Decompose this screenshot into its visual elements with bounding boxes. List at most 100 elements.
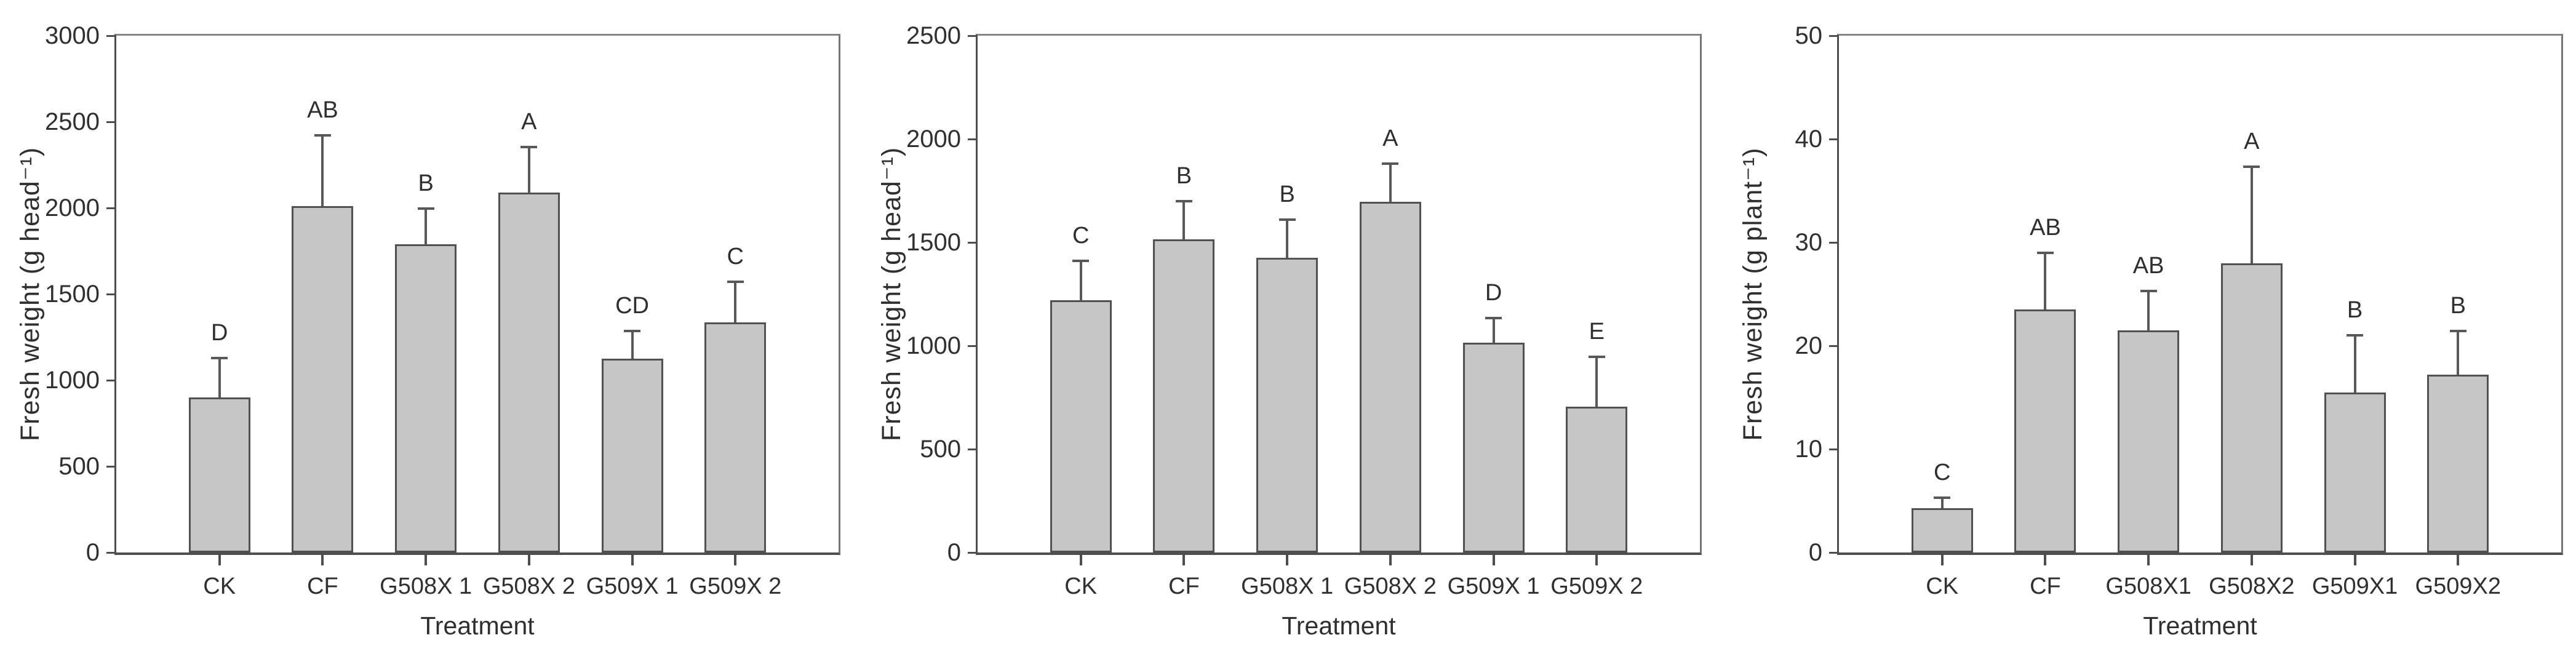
x-tick-mark (1389, 552, 1392, 565)
significance-letter: B (1176, 162, 1192, 189)
error-bar-line (218, 357, 221, 397)
x-tick-mark (2147, 552, 2150, 565)
x-tick-label: G508X 2 (482, 573, 575, 599)
significance-letter: AB (2132, 252, 2164, 279)
bar (601, 359, 663, 552)
error-bar-cap (1588, 356, 1605, 359)
error-bar-cap (2140, 289, 2157, 292)
y-tick-label: 10 (1795, 436, 1823, 463)
error-bar-cap (624, 330, 641, 333)
y-tick-mark (106, 121, 116, 123)
significance-letter: A (1382, 126, 1398, 152)
x-tick-mark (1940, 552, 1944, 565)
bar (704, 322, 767, 552)
significance-letter: A (521, 108, 537, 135)
significance-letter: B (2347, 297, 2363, 324)
y-tick-label: 1500 (906, 229, 961, 256)
bar (2118, 330, 2180, 552)
significance-letter: A (2244, 129, 2260, 155)
bar (1153, 239, 1215, 552)
y-tick-mark (106, 293, 116, 295)
bar (1359, 202, 1421, 552)
y-tick-label: 0 (86, 539, 100, 566)
y-tick-mark (106, 551, 116, 554)
significance-letter: B (2450, 293, 2466, 319)
x-tick-mark (734, 552, 737, 565)
bar (2324, 392, 2386, 552)
y-tick-mark (106, 379, 116, 381)
x-tick-mark (2044, 552, 2047, 565)
significance-letter: B (418, 170, 434, 197)
x-tick-label: G509X 2 (1550, 573, 1643, 599)
y-tick-label: 3000 (45, 22, 100, 49)
x-tick-label: G509X 1 (586, 573, 679, 599)
x-tick-mark (1595, 552, 1598, 565)
error-bar-line (1389, 164, 1392, 202)
y-tick-label: 2500 (906, 22, 961, 49)
error-bar-line (1182, 201, 1186, 239)
plot-area: Fresh weight (g head⁻¹) Treatment 0 500 10… (877, 23, 1702, 640)
y-tick-label: 40 (1795, 126, 1823, 153)
x-tick-mark (2457, 552, 2460, 565)
significance-letter: C (1933, 459, 1951, 485)
y-tick-mark (968, 551, 978, 554)
x-tick-mark (2250, 552, 2253, 565)
error-bar-cap (520, 145, 538, 148)
error-bar-cap (727, 281, 744, 284)
y-tick-mark (1829, 34, 1839, 37)
y-tick-label: 30 (1795, 229, 1823, 256)
x-tick-label: CF (1168, 573, 1200, 599)
chart-panel-right: Fresh weight (g plant⁻¹) Treatment 0 10 20… (1723, 0, 2576, 646)
error-bar-cap (1278, 218, 1296, 221)
error-bar-cap (2243, 165, 2260, 169)
error-bar-line (734, 282, 737, 323)
y-tick-mark (968, 34, 978, 37)
error-bar-line (2147, 290, 2150, 330)
x-axis-title: Treatment (1282, 612, 1396, 640)
error-bar-line (321, 135, 324, 207)
error-bar-cap (2449, 330, 2466, 333)
error-bar-cap (2036, 251, 2054, 254)
x-tick-mark (2353, 552, 2356, 565)
x-axis-title: Treatment (420, 612, 535, 640)
y-tick-mark (106, 465, 116, 468)
x-tick-label: CK (1064, 573, 1098, 599)
x-axis-title: Treatment (2143, 612, 2257, 640)
error-bar-line (1286, 220, 1289, 258)
x-tick-label: G509X 1 (1447, 573, 1540, 599)
error-bar-line (1940, 497, 1944, 508)
y-tick-label: 500 (58, 453, 100, 481)
x-tick-label: CK (1926, 573, 1959, 599)
x-tick-mark (321, 552, 324, 565)
y-tick-label: 1000 (45, 367, 100, 394)
significance-letter: AB (2030, 214, 2061, 241)
error-bar-cap (2347, 334, 2364, 337)
x-tick-label: G508X 1 (380, 573, 473, 599)
x-tick-label: G509X2 (2415, 573, 2502, 599)
y-tick-mark (106, 207, 116, 209)
error-bar-line (425, 209, 428, 244)
chart-panel-middle: Fresh weight (g head⁻¹) Treatment 0 500 10… (861, 0, 1723, 646)
y-tick-mark (106, 34, 116, 37)
error-bar-line (527, 146, 530, 193)
y-tick-mark (968, 345, 978, 347)
error-bar-line (2353, 335, 2356, 393)
error-bar-line (1595, 357, 1598, 407)
y-axis-label: Fresh weight (g head⁻¹) (15, 146, 45, 442)
y-tick-label: 0 (947, 539, 961, 566)
bar (2220, 263, 2283, 552)
bar (2427, 375, 2489, 552)
bar (292, 206, 354, 552)
bar (1050, 300, 1112, 552)
x-tick-label: CF (2030, 573, 2061, 599)
bar (498, 192, 560, 552)
y-tick-label: 1500 (45, 281, 100, 308)
error-bar-cap (1485, 316, 1502, 319)
x-tick-mark (527, 552, 530, 565)
significance-letter: E (1589, 319, 1605, 345)
x-tick-mark (425, 552, 428, 565)
x-tick-mark (1079, 552, 1082, 565)
x-tick-label: G509X1 (2311, 573, 2398, 599)
y-tick-mark (968, 448, 978, 450)
